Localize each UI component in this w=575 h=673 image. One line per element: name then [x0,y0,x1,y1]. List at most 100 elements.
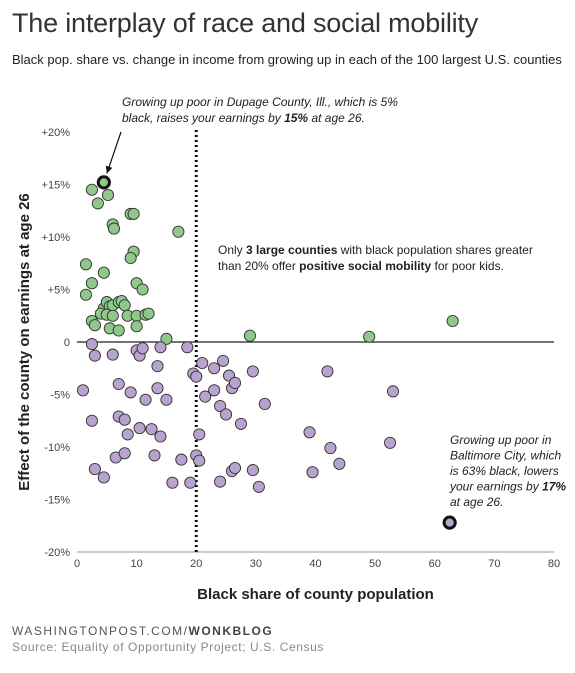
y-tick-label: -20% [44,547,70,559]
y-tick-label: +10% [42,232,71,244]
y-tick-label: -5% [50,390,70,402]
data-point [85,338,98,351]
annotation-threshold-run: with black population shares greater [337,243,532,257]
data-point [363,330,376,343]
data-point [228,461,242,475]
marks-layer [76,175,459,530]
data-point [124,386,137,399]
x-tick-label: 80 [548,558,560,570]
data-point [184,476,197,489]
x-tick-label: 70 [488,558,500,570]
y-tick-label: -15% [44,495,70,507]
data-point [88,462,101,476]
highlighted-data-point [442,515,457,530]
x-tick-label: 20 [190,558,202,570]
axis-layer: +20% +15% +10% +5% 0 -5% -10% -15% -20% 0 10 20 30 40… [16,127,560,603]
data-point [172,225,185,238]
data-point [133,422,146,435]
data-point [446,314,459,328]
data-point [112,377,125,391]
data-point [112,324,125,337]
highlighted-data-point [96,175,111,190]
data-point [148,449,161,462]
x-tick-label: 0 [74,558,80,570]
data-point [85,183,98,196]
x-tick-label: 10 [131,558,143,570]
annotation-baltimore-run: 17% [542,480,566,494]
footer-brand: WASHINGTONPOST.COM/WONKBLOG [12,624,273,638]
annotation-dupage-run: black, raises your earnings by [122,111,284,125]
data-point [76,384,90,397]
annotation-baltimore-line: Baltimore City, which [450,449,561,463]
data-point [214,399,227,413]
data-point [386,385,400,398]
footer-brand-prefix: WASHINGTONPOST.COM/ [12,624,189,638]
data-point [196,356,209,370]
data-point [234,417,248,430]
annotation-dupage-run: Growing up poor in Dupage County, Ill., … [122,95,398,109]
annotation-baltimore-run: at age 26. [450,495,503,509]
data-point [383,436,397,449]
data-point [306,466,319,479]
data-point [118,299,131,312]
data-point [166,476,179,489]
y-tick-label: +20% [42,127,71,139]
annotation-baltimore-run: is 63% black, lowers [450,464,559,478]
annotation-threshold-run: positive social mobility [299,259,431,273]
annotation-arrow-line [106,131,122,174]
annotation-baltimore-run: Baltimore City, which [450,449,561,463]
data-point [208,384,221,397]
data-point [208,362,221,375]
data-point [88,349,101,362]
data-point [151,382,164,395]
annotation-baltimore-line: at age 26. [450,495,503,509]
data-point [160,393,173,406]
data-point [97,266,110,279]
annotation-layer: Growing up poor in Dupage County, Ill., … [105,95,566,509]
data-point [101,188,115,202]
annotation-threshold-run: Only [218,243,246,257]
y-axis-title: Effect of the county on earnings at age … [16,193,33,491]
data-point [139,393,152,406]
data-point [107,222,121,235]
data-point [154,430,167,443]
data-point [217,354,230,367]
data-point [145,423,158,436]
data-point [190,370,203,383]
data-point [118,447,131,460]
data-point [246,365,259,378]
annotation-threshold-line: than 20% offer positive social mobility … [218,259,504,273]
annotation-threshold-line: Only 3 large counties with black populat… [218,243,533,257]
data-point [252,480,265,493]
data-point [154,341,167,354]
data-point [214,475,227,488]
annotation-threshold-run: for poor kids. [431,259,504,273]
data-point [121,428,134,441]
data-point [79,288,92,301]
data-point [175,453,188,466]
annotation-baltimore-run: your earnings by [449,480,542,494]
data-point [136,342,149,355]
data-point [97,471,110,484]
data-point [91,197,104,210]
data-point [79,258,92,271]
data-point [85,414,98,427]
data-point [130,320,143,333]
data-point [136,283,149,296]
footer-source: Source: Equality of Opportunity Project;… [12,640,324,654]
data-point [124,251,137,265]
data-point [258,397,271,411]
data-point [199,390,212,403]
annotation-dupage-line: Growing up poor in Dupage County, Ill., … [122,95,398,109]
data-point [106,309,119,322]
data-point [333,457,346,470]
data-point [220,408,233,421]
data-point [193,428,206,441]
annotation-baltimore-line: is 63% black, lowers [450,464,559,478]
y-tick-label: 0 [64,337,70,349]
annotation-baltimore-line: your earnings by 17% [449,480,566,494]
data-point [142,307,155,320]
data-point [243,329,256,342]
data-point [324,441,337,455]
